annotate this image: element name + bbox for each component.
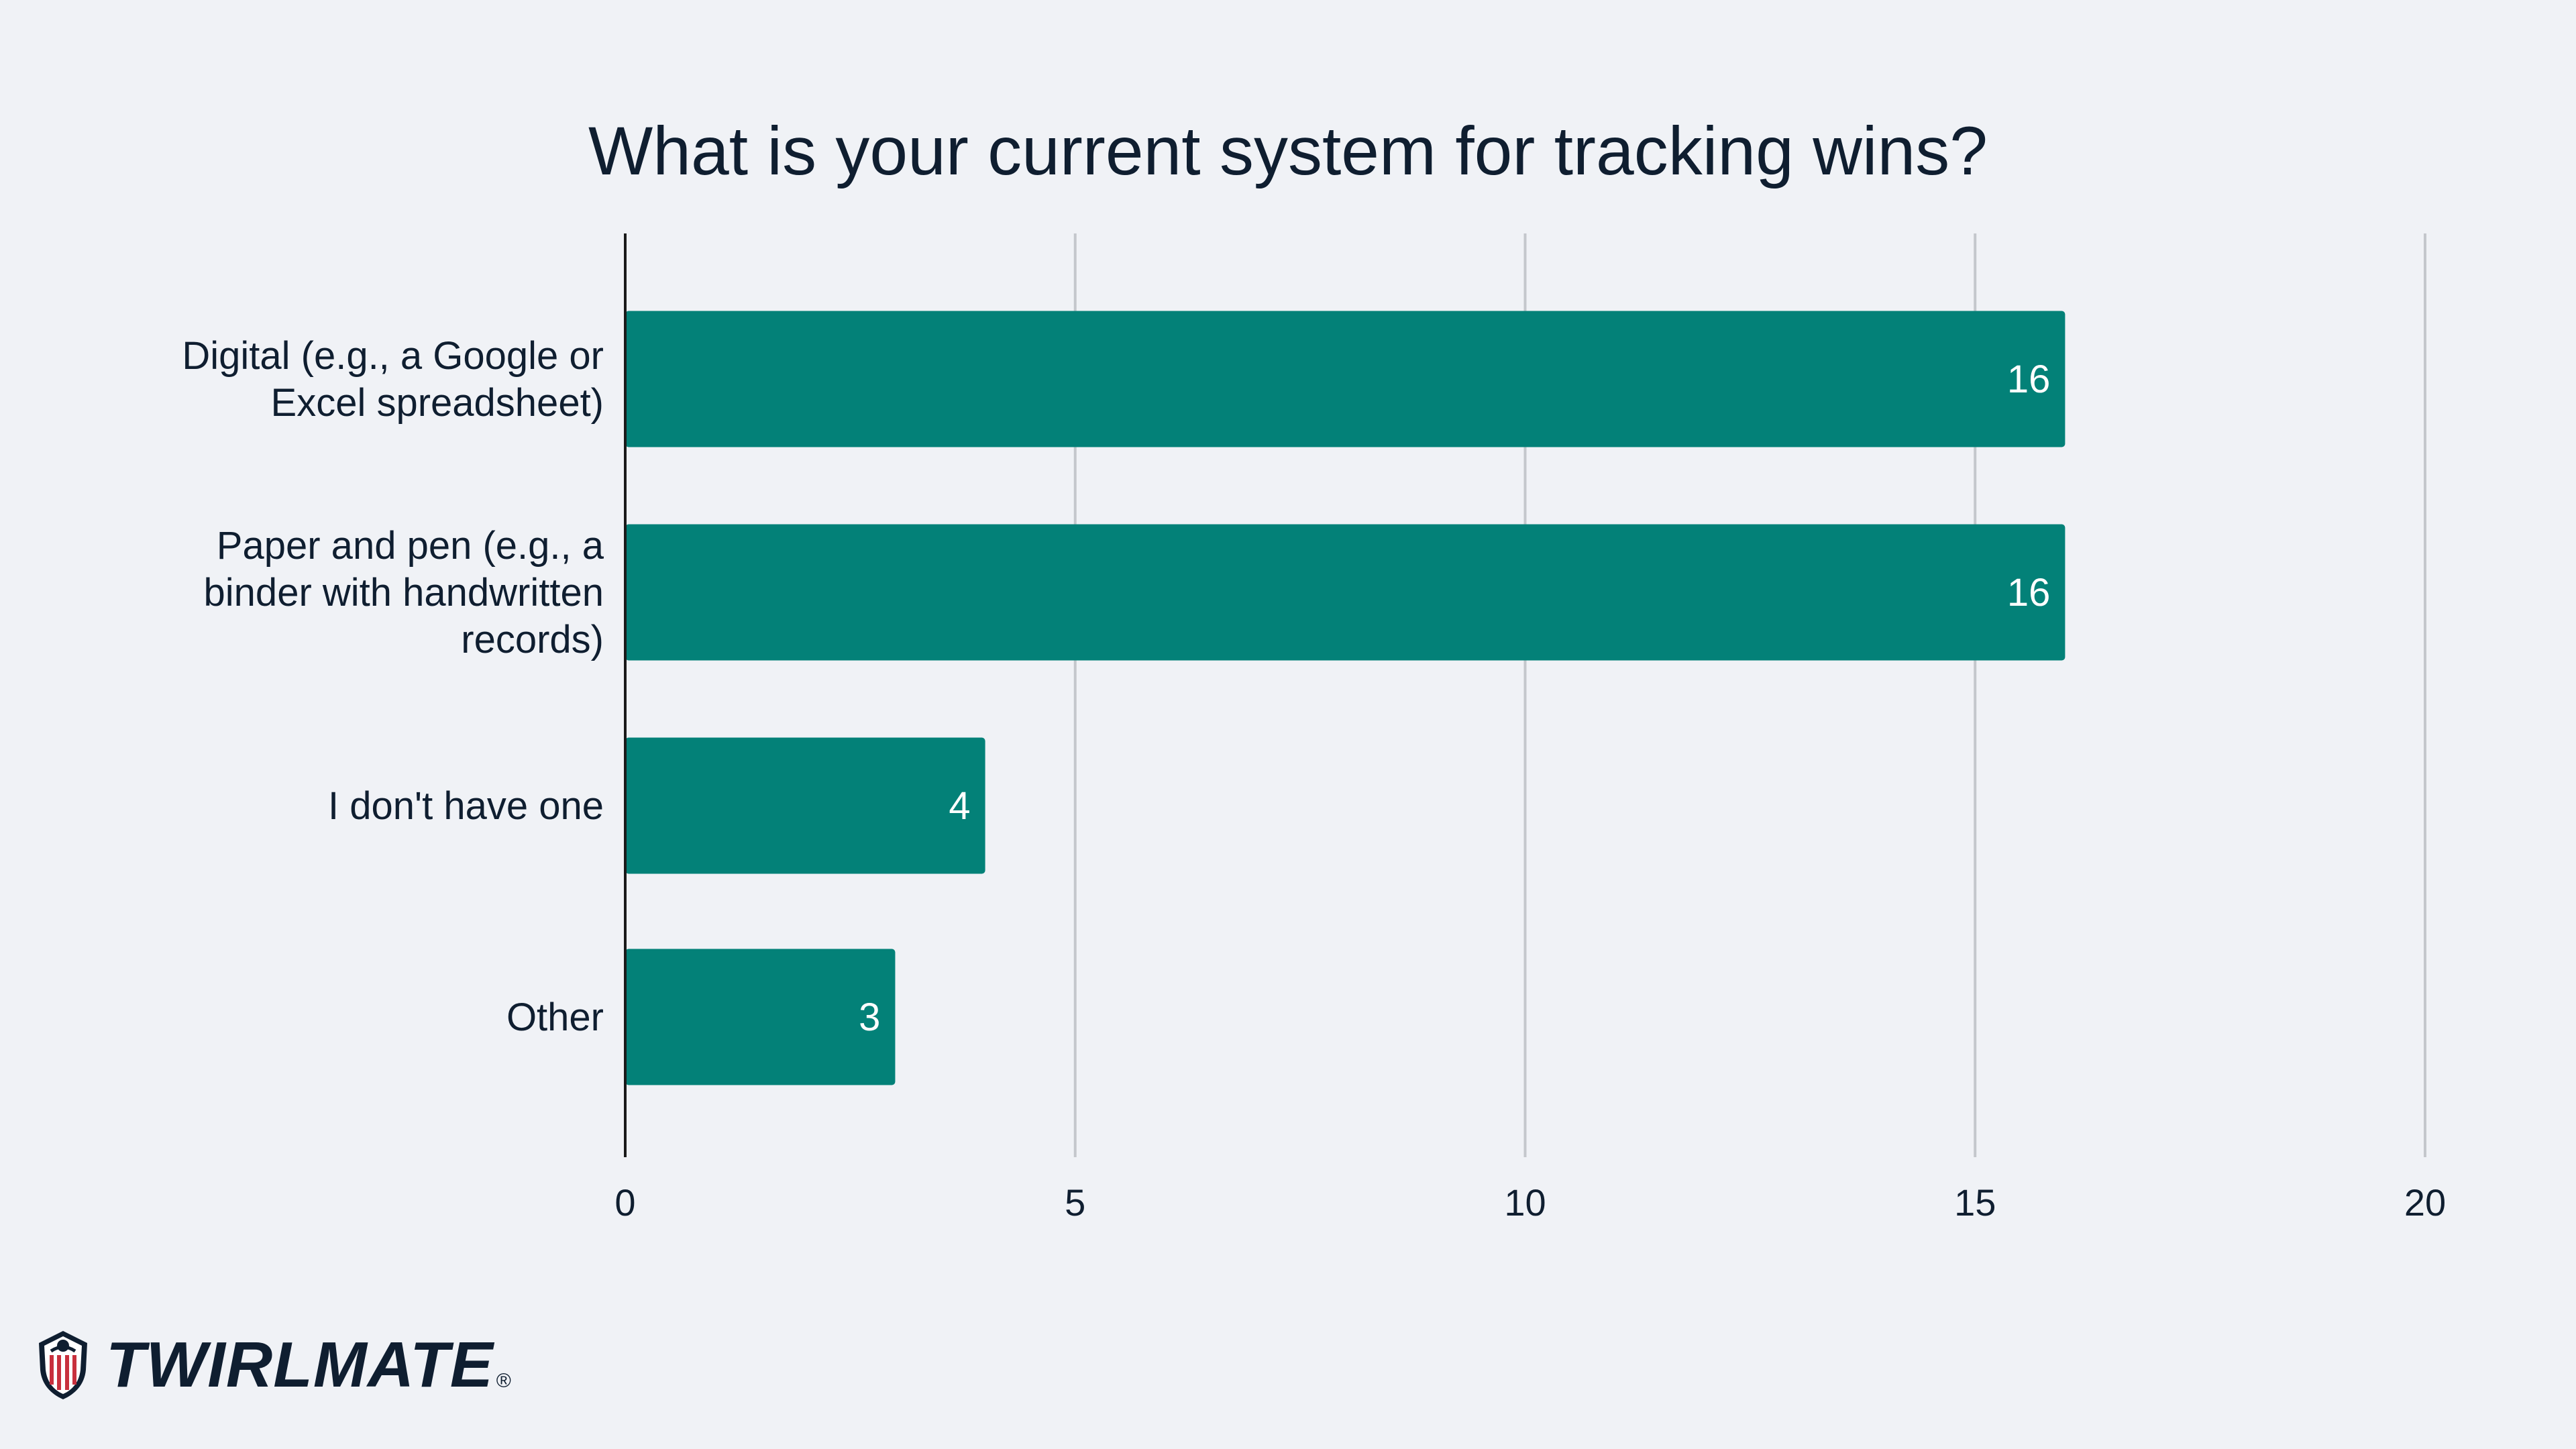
- bar: [625, 737, 985, 874]
- data-label: 16: [2007, 571, 2051, 614]
- x-tick-label: 0: [614, 1181, 635, 1224]
- bar: [625, 949, 896, 1085]
- data-label: 16: [2007, 358, 2051, 401]
- category-label-line: I don't have one: [328, 784, 604, 828]
- x-tick-label: 5: [1065, 1181, 1085, 1224]
- registered-mark: ®: [496, 1370, 511, 1392]
- twirlmate-shield-logo-icon: [39, 1331, 87, 1399]
- bar: [625, 524, 2065, 661]
- brand-logo: TWIRLMATE ®: [35, 1328, 511, 1402]
- data-label: 4: [949, 784, 970, 828]
- category-label: Paper and pen (e.g., a binder with handwr…: [204, 524, 604, 661]
- category-label-line: Other: [506, 996, 604, 1039]
- x-tick-label: 20: [2404, 1181, 2446, 1224]
- x-tick-labels: 0 5 10 15 20: [614, 1181, 2446, 1224]
- category-labels: Digital (e.g., a Google or Excel spreadsh…: [182, 334, 604, 1039]
- x-tick-label: 10: [1504, 1181, 1546, 1224]
- x-tick-label: 15: [1954, 1181, 1996, 1224]
- data-label: 3: [859, 996, 880, 1039]
- category-label-line: Excel spreadsheet): [271, 381, 604, 425]
- category-label: Digital (e.g., a Google or Excel spreadsh…: [182, 334, 604, 425]
- brand-name: TWIRLMATE: [106, 1329, 494, 1401]
- category-label-line: binder with handwritten: [204, 571, 604, 614]
- category-label: I don't have one: [328, 784, 604, 828]
- bars: 16 16 4 3: [625, 311, 2065, 1085]
- bar: [625, 311, 2065, 447]
- category-label-line: records): [461, 618, 604, 661]
- category-label-line: Paper and pen (e.g., a: [217, 524, 604, 568]
- category-label: Other: [506, 996, 604, 1039]
- category-label-line: Digital (e.g., a Google or: [182, 334, 604, 378]
- chart-title: What is your current system for tracking…: [588, 113, 1988, 189]
